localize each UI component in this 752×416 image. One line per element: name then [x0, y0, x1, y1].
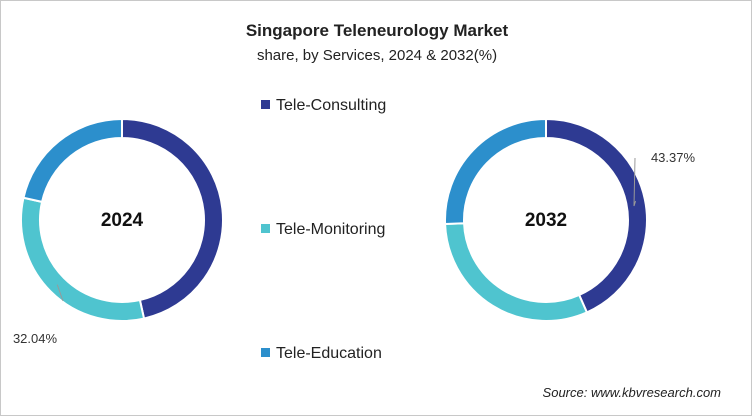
data-label: 43.37% [651, 150, 696, 165]
data-label: 32.04% [13, 331, 58, 346]
donut-slice-2024-tele-education [22, 117, 123, 204]
center-label-2024: 2024 [101, 210, 144, 231]
legend-item-tele-education: Tele-Education [276, 345, 382, 362]
chart-title: Singapore Teleneurology Market [245, 21, 509, 40]
legend-item-tele-monitoring: Tele-Monitoring [276, 221, 385, 238]
donut-slice-2032-tele-monitoring [444, 222, 589, 322]
donut-slice-2032-tele-education [444, 117, 547, 226]
legend-swatch [261, 224, 270, 233]
leader-line [633, 157, 637, 207]
leader-line [56, 284, 64, 302]
legend-item-tele-consulting: Tele-Consulting [276, 97, 386, 114]
legend-swatch [261, 348, 270, 357]
center-label-2032: 2032 [525, 210, 567, 231]
chart-subtitle: share, by Services, 2024 & 2032(%) [256, 47, 498, 64]
source-note: Source: www.kbvresearch.com [542, 385, 721, 400]
legend-swatch [261, 100, 270, 109]
